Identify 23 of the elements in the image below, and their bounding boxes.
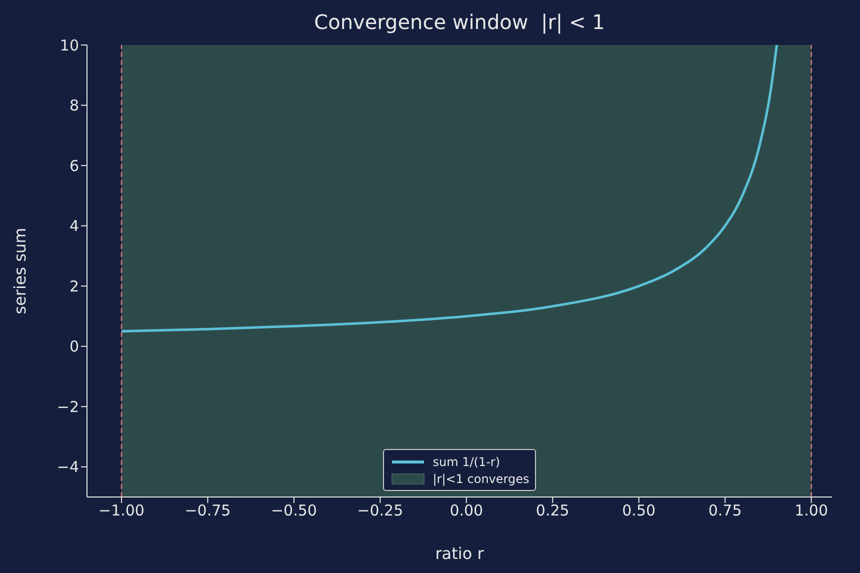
x-tick-label: −0.75 — [184, 502, 231, 520]
x-tick-label: 1.00 — [794, 502, 828, 520]
chart-title: Convergence window |r| < 1 — [313, 10, 606, 34]
x-tick-label: 0.50 — [622, 502, 656, 520]
x-axis-title: ratio r — [435, 544, 484, 563]
y-tick-label: 4 — [69, 217, 79, 236]
y-tick-label: −2 — [56, 398, 79, 416]
x-tick-label: 0.75 — [708, 502, 742, 520]
x-tick-label: −0.25 — [357, 502, 404, 520]
y-tick-label: 2 — [69, 277, 79, 296]
y-axis-title: series sum — [10, 228, 30, 314]
legend-label: sum 1/(1-r) — [432, 454, 500, 468]
y-tick-label: 8 — [69, 96, 79, 115]
band-label: |r|<1 converges — [432, 472, 530, 486]
y-tick-label: 10 — [60, 36, 79, 54]
x-tick-label: −1.00 — [98, 502, 144, 520]
y-tick-label: 0 — [69, 338, 79, 356]
x-tick-label: −0.50 — [270, 502, 317, 520]
line-series — [120, 45, 778, 333]
y-tick-label: 6 — [69, 156, 79, 175]
y-tick-label: −4 — [56, 458, 79, 476]
x-tick-label: 0.25 — [536, 502, 570, 520]
x-tick-label: 0.00 — [450, 502, 484, 520]
